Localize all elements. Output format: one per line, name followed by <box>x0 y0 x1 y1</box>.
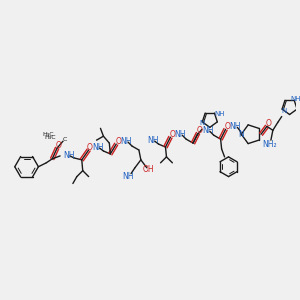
Text: NH: NH <box>230 122 241 131</box>
Text: NH: NH <box>93 142 104 152</box>
Text: O: O <box>115 136 121 146</box>
Text: C: C <box>63 137 67 142</box>
Text: O: O <box>225 122 230 131</box>
Text: N: N <box>238 130 244 139</box>
Text: NH: NH <box>120 136 132 146</box>
Text: NH: NH <box>122 172 134 181</box>
Text: OH: OH <box>143 165 154 174</box>
Text: NH: NH <box>147 136 158 145</box>
Text: N: N <box>199 120 205 126</box>
Text: NH: NH <box>174 130 186 139</box>
Text: O: O <box>169 130 175 139</box>
Text: O: O <box>55 141 61 150</box>
Text: N: N <box>282 108 287 114</box>
Text: NH₂: NH₂ <box>262 140 277 148</box>
Text: NH: NH <box>202 126 213 135</box>
Text: NH: NH <box>63 152 74 160</box>
Text: O: O <box>197 126 203 135</box>
Text: NH: NH <box>215 111 225 117</box>
Text: H₃C: H₃C <box>43 132 54 137</box>
Text: O: O <box>266 119 272 128</box>
Text: NH: NH <box>290 96 300 102</box>
Text: O: O <box>87 142 93 152</box>
Text: H₃C: H₃C <box>44 135 56 140</box>
